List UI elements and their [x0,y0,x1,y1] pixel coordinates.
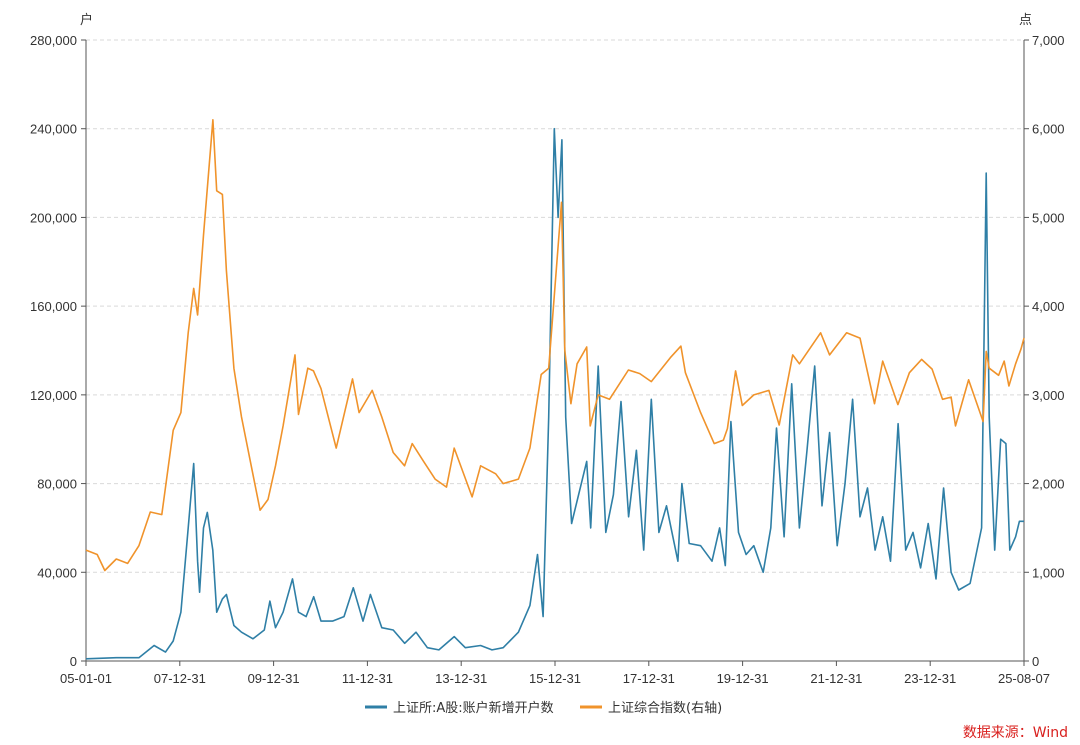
source-note: 数据来源：Wind [963,725,1068,741]
series-line-1 [85,119,1025,572]
left-tick-label: 120,000 [30,388,77,403]
left-unit-label: 户 [80,12,93,28]
right-unit-label: 点 [1019,13,1032,28]
legend-label-0: 上证所:A股:账户新增开户数 [393,700,554,716]
left-tick-label: 0 [70,654,77,669]
x-tick-label: 07-12-31 [154,671,206,686]
x-tick-label: 21-12-31 [810,671,862,686]
series-lines [85,119,1025,660]
right-tick-label: 1,000 [1032,565,1065,580]
left-y-ticks: 0 40,000 80,000 120,000 160,000 200,000 240,00… [30,33,86,669]
x-tick-label: 17-12-31 [623,671,675,686]
right-tick-label: 4,000 [1032,299,1065,314]
left-tick-label: 40,000 [37,565,77,580]
x-tick-label: 15-12-31 [529,671,581,686]
right-tick-label: 2,000 [1032,477,1065,492]
x-tick-label: 13-12-31 [435,671,487,686]
series-line-0 [85,127,1024,660]
x-tick-label: 09-12-31 [248,671,300,686]
left-tick-label: 280,000 [30,33,77,48]
right-tick-label: 7,000 [1032,33,1065,48]
legend: 上证所:A股:账户新增开户数 上证综合指数(右轴) [365,700,722,716]
right-tick-label: 3,000 [1032,388,1065,403]
right-tick-label: 5,000 [1032,210,1065,225]
right-y-ticks: 0 1,000 2,000 3,000 4,000 5,000 6,000 7,000 [1024,33,1065,669]
x-tick-label: 19-12-31 [717,671,769,686]
x-tick-label: 05-01-01 [60,671,112,686]
left-tick-label: 240,000 [30,122,77,137]
x-tick-label: 25-08-07 [998,671,1050,686]
x-tick-label: 23-12-31 [904,671,956,686]
x-ticks: 05-01-01 07-12-31 09-12-31 11-12-31 13-12-31… [60,661,1050,686]
legend-label-1: 上证综合指数(右轴) [608,701,722,716]
left-tick-label: 200,000 [30,210,77,225]
left-tick-label: 160,000 [30,299,77,314]
x-tick-label: 11-12-31 [342,671,393,686]
right-tick-label: 6,000 [1032,122,1065,137]
grid-lines [86,39,1024,573]
right-tick-label: 0 [1032,654,1039,669]
left-tick-label: 80,000 [37,477,77,492]
